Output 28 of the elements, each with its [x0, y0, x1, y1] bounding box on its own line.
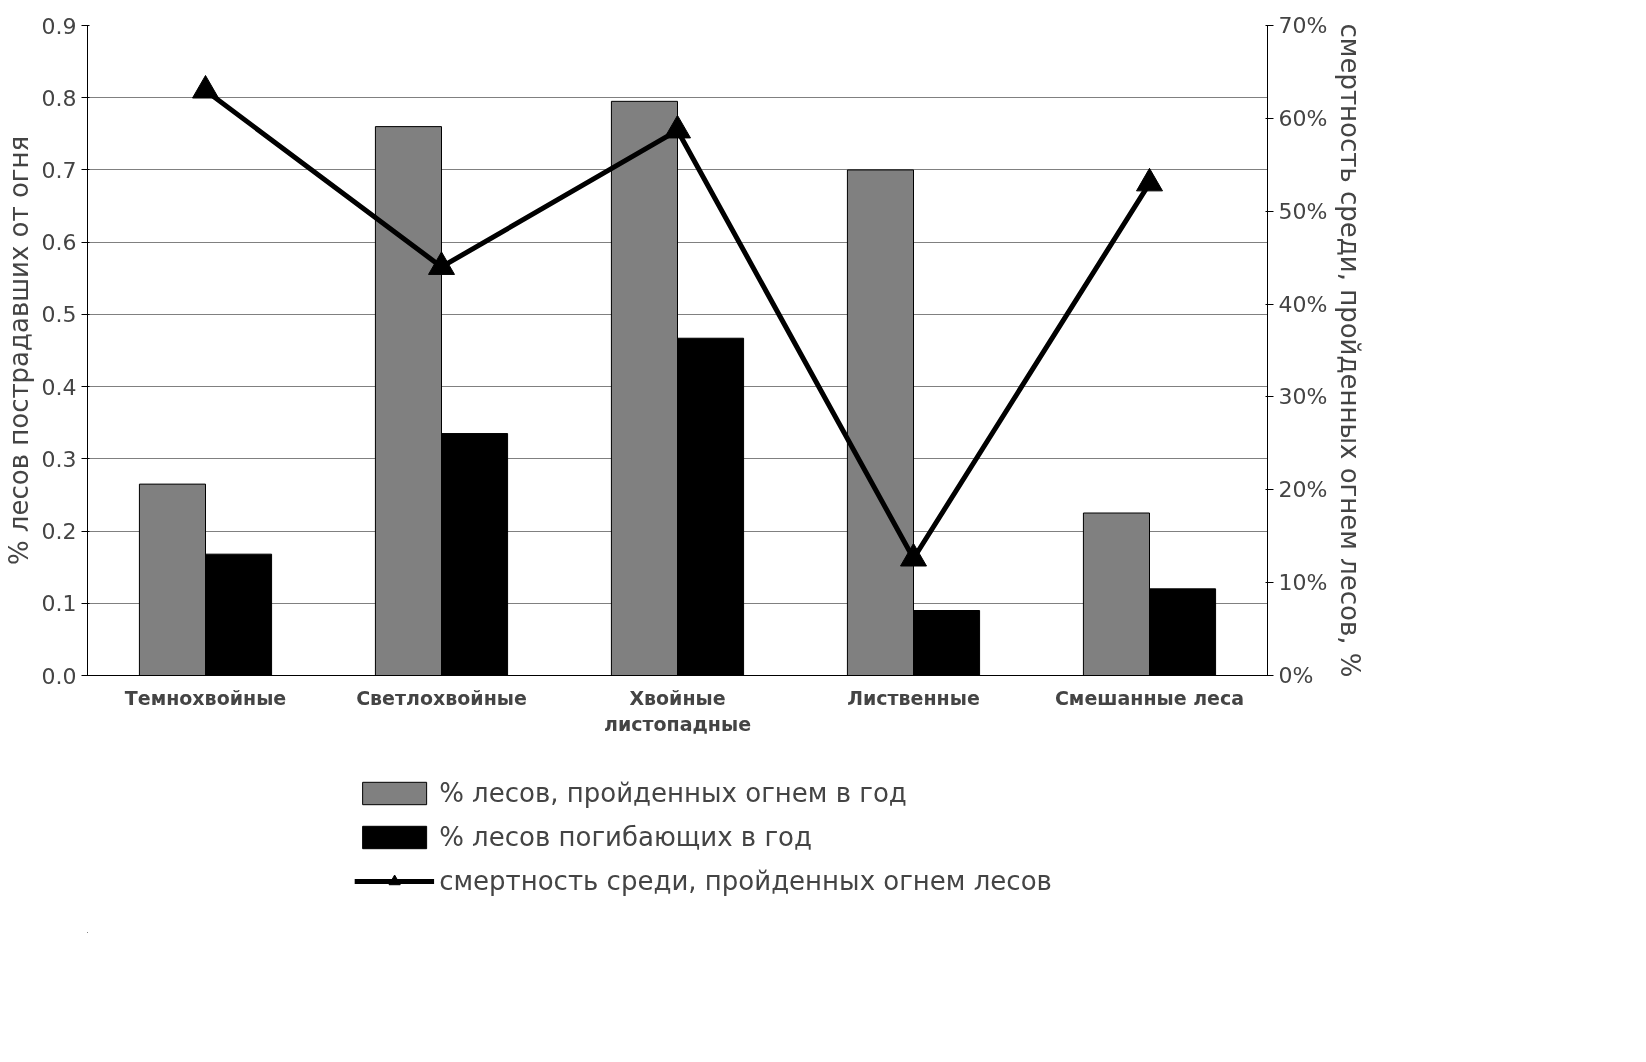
x-tick-label: Хвойные листопадные — [603, 686, 752, 735]
x-tick-label: Лиственные — [847, 686, 980, 709]
y-tick-label: 0.1 — [41, 591, 77, 617]
y-tick-label: 0.8 — [41, 85, 77, 111]
y-axis-title: % лесов пострадавших от огня — [3, 135, 34, 566]
y-tick-label: 0.2 — [41, 519, 77, 545]
y2-tick-label: 40% — [1278, 291, 1328, 317]
legend-label: % лесов погибающих в год — [439, 822, 813, 852]
y2-tick-label: 60% — [1278, 105, 1328, 131]
legend-label: % лесов, пройденных огнем в год — [439, 778, 907, 808]
x-tick-label: Смешанные леса — [1054, 686, 1245, 709]
y-tick-label: 0.5 — [41, 302, 77, 328]
y2-tick-label: 10% — [1278, 570, 1328, 596]
y-tick-label: 0.6 — [41, 230, 77, 256]
y-tick-label: 0.4 — [41, 374, 77, 400]
x-tick-label: Темнохвойные — [124, 686, 287, 709]
y2-tick-label: 70% — [1278, 13, 1328, 38]
x-tick-label: Светлохвойные — [356, 686, 527, 709]
y-tick-label: 0.7 — [41, 157, 77, 183]
legend-label: смертность среди, пройденных огнем лесов — [439, 866, 1052, 896]
y2-tick-label: 20% — [1278, 477, 1328, 503]
y-tick-label: 0.0 — [41, 663, 77, 689]
y2-axis-title: смертность среди, пройденных огнем лесов, % — [1335, 23, 1366, 678]
y2-tick-label: 30% — [1278, 384, 1328, 410]
y-tick-label: 0.3 — [41, 446, 77, 472]
y-tick-label: 0.9 — [41, 13, 77, 39]
y2-tick-label: 0% — [1278, 663, 1314, 688]
y2-tick-label: 50% — [1278, 198, 1328, 224]
